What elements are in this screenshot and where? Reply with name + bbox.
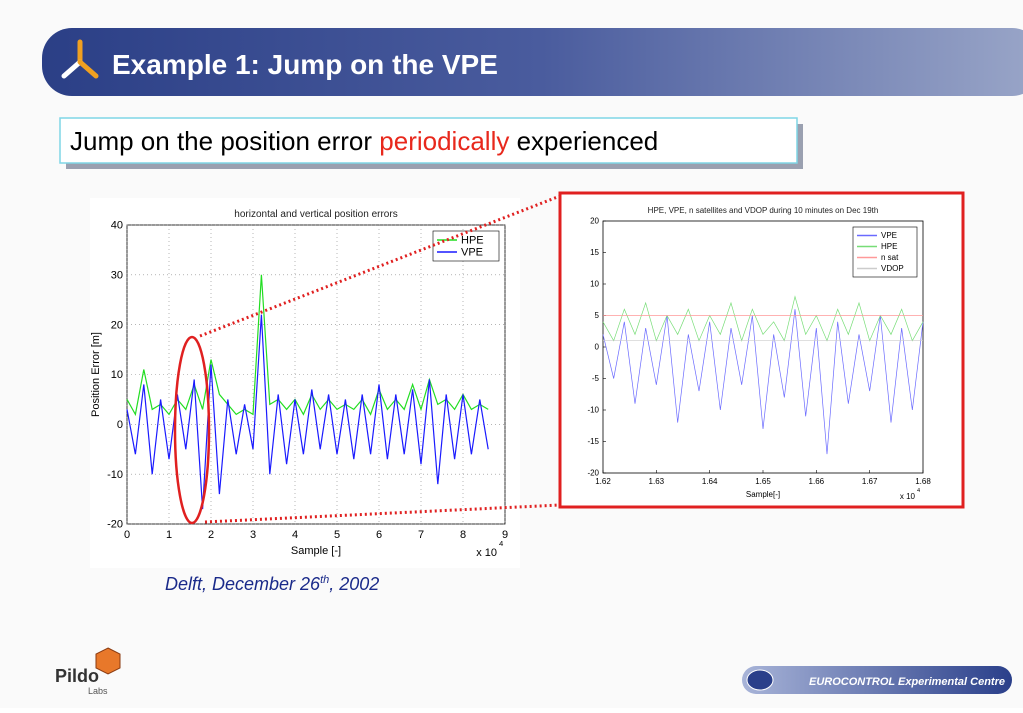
y-tick-label: 0 [117,419,123,431]
y-tick-label: 0 [595,343,600,352]
y-tick-label: -10 [587,406,599,415]
footer-logo [746,669,774,691]
x-tick-label: 0 [124,529,130,541]
y-tick-label: 20 [590,217,599,226]
x-multiplier-exp: 4 [499,539,504,548]
x-tick-label: 5 [334,529,340,541]
legend-label: VDOP [881,264,904,273]
x-tick-label: 1.67 [862,477,878,486]
caption-text: , 2002 [329,574,379,594]
x-tick-label: 1.64 [702,477,718,486]
y-tick-label: -20 [107,519,123,531]
x-tick-label: 1.65 [755,477,771,486]
x-tick-label: 1.63 [649,477,665,486]
y-tick-label: 10 [590,280,599,289]
x-tick-label: 6 [376,529,382,541]
y-tick-label: -20 [587,469,599,478]
y-axis-label: Position Error [m] [90,332,102,417]
logo-name: Pildo [55,666,99,686]
charts: horizontal and vertical position errors 0… [90,206,931,559]
footer-bar [742,666,1012,694]
legend-label: VPE [461,247,483,259]
caption-text: Delft, December 26 [165,574,321,594]
legend-box [432,230,500,262]
x-axis-label: Sample[-] [746,490,780,499]
y-tick-label: 40 [111,220,123,232]
legend-label: n sat [881,253,899,262]
caption-sup: th [320,574,329,586]
chart-title: horizontal and vertical position errors [234,209,397,220]
x-multiplier: x 10 [900,492,916,501]
legend-label: HPE [461,235,484,247]
series-line [126,314,489,510]
title-icon [61,39,99,79]
x-multiplier: x 10 [476,547,497,559]
x-tick-label: 8 [460,529,466,541]
chart-title: HPE, VPE, n satellites and VDOP during 1… [648,206,879,215]
footer-label: EUROCONTROL Experimental Centre [809,676,1005,688]
y-tick-label: 15 [590,248,599,257]
y-tick-label: 5 [595,311,600,320]
x-tick-label: 3 [250,529,256,541]
y-tick-label: 20 [111,319,123,331]
series-line [126,274,489,417]
zoom-connector [204,503,561,524]
y-tick-label: -10 [107,469,123,481]
caption: Delft, December 26th, 2002 [165,574,379,594]
highlight-ellipse [173,335,211,525]
y-tick-label: 30 [111,270,123,282]
x-tick-label: 1.66 [809,477,825,486]
x-tick-label: 1 [166,529,172,541]
logo-sub: Labs [88,686,108,696]
chart: HPE, VPE, n satellites and VDOP during 1… [587,206,931,501]
y-tick-label: -5 [592,374,600,383]
y-tick-label: 10 [111,369,123,381]
x-tick-label: 1.68 [915,477,931,486]
subtitle: Jump on the position error periodically … [70,126,658,156]
zoom-connector [199,194,561,338]
x-tick-label: 9 [502,529,508,541]
title-bar [42,28,1023,96]
subtitle-highlight: periodically [379,126,509,156]
x-tick-label: 4 [292,529,298,541]
x-axis-label: Sample [-] [291,545,341,557]
subtitle-text: experienced [517,126,659,156]
logo-cube [95,647,121,675]
series-line [602,309,924,455]
x-tick-label: 1.62 [595,477,611,486]
subtitle-box [59,117,798,164]
chart: horizontal and vertical position errors 0… [90,209,508,559]
legend-label: HPE [881,242,897,251]
legend-label: VPE [881,231,897,240]
slide-title: Example 1: Jump on the VPE [112,49,498,80]
subtitle-text: Jump on the position error [70,126,372,156]
x-multiplier-exp: 4 [917,488,920,494]
x-tick-label: 2 [208,529,214,541]
x-tick-label: 7 [418,529,424,541]
y-tick-label: -15 [587,437,599,446]
